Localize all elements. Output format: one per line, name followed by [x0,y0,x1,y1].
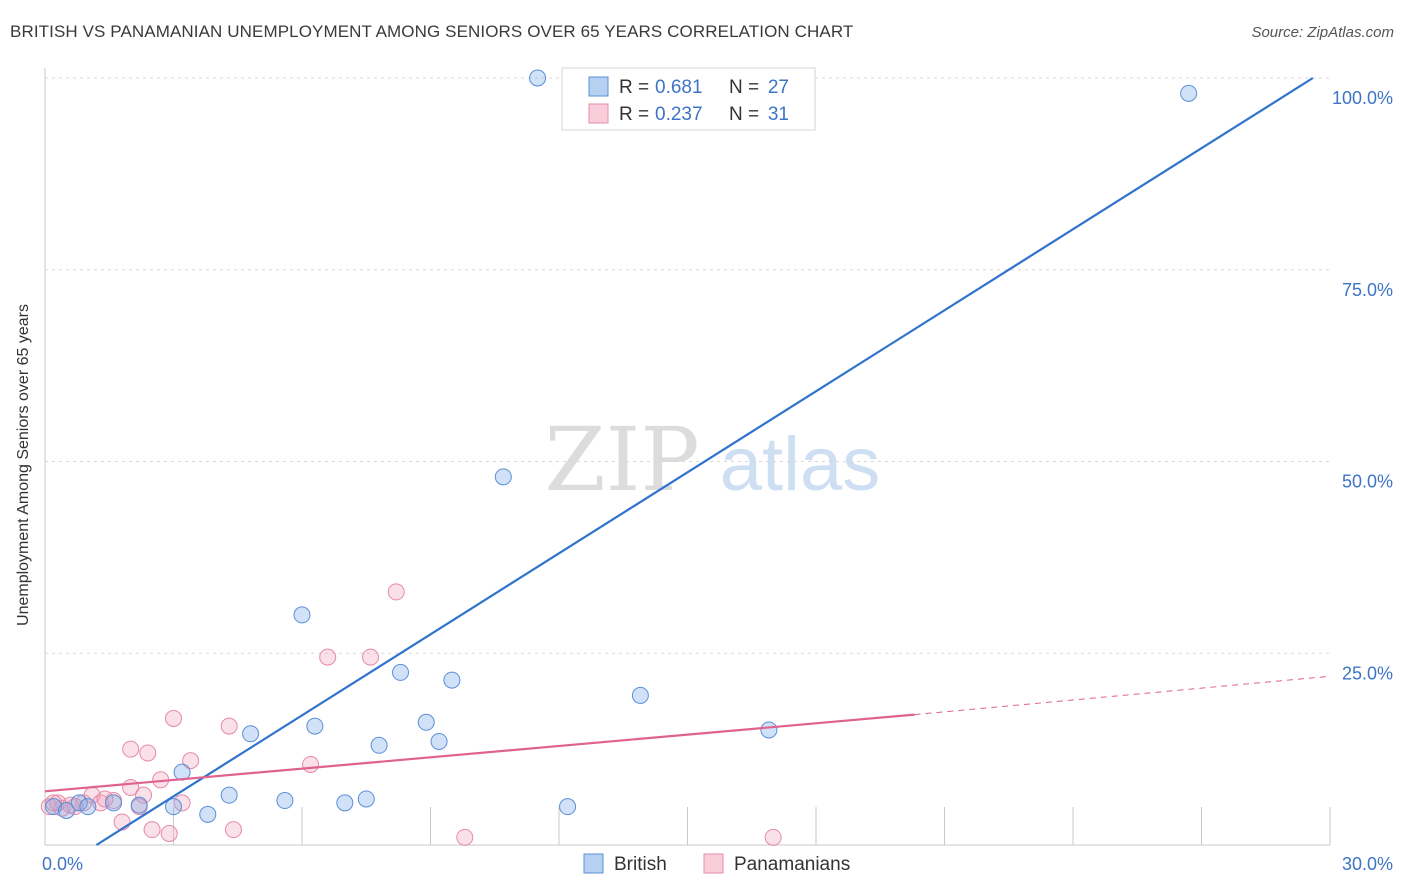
panamanian-trendline-extension [914,675,1331,716]
legend-swatch-british [583,853,604,874]
panamanian-point-22 [319,648,337,666]
british-point-18 [417,713,435,731]
stats-swatch-panamanian [588,103,609,124]
british-point-5 [130,796,148,814]
british-point-17 [392,663,410,681]
british-point-6 [165,798,182,816]
legend-label-panamanians: Panamanians [734,854,850,875]
british-point-9 [220,786,238,804]
british-point-2 [70,794,88,812]
panamanian-point-24 [387,583,405,601]
british-point-14 [336,794,354,812]
british-point-26 [1180,84,1198,102]
panamanian-point-17 [173,794,191,812]
british-point-20 [443,671,461,689]
stats-n-label-panamanian: N = [729,104,759,125]
y-tick-label-100: 100.0% [1332,88,1393,108]
stats-r-value-panamanian: 0.237 [655,104,703,125]
panamanian-point-25 [456,828,474,846]
british-point-12 [293,606,311,624]
british-point-0 [45,798,63,816]
chart-title: BRITISH VS PANAMANIAN UNEMPLOYMENT AMONG… [10,22,854,41]
panamanian-point-9 [122,740,140,758]
y-tick-label-25: 25.0% [1342,663,1393,683]
panamanian-point-20 [224,821,242,839]
y-tick-label-75: 75.0% [1342,280,1393,300]
panamanian-point-15 [160,824,178,842]
british-point-16 [370,736,388,754]
stats-r-value-british: 0.681 [655,77,703,98]
british-trendline [95,77,1314,846]
british-point-13 [306,717,324,735]
watermark-atlas: atlas [720,422,881,507]
panamanian-point-19 [220,717,238,735]
panamanian-trendline [44,713,915,793]
british-point-3 [79,798,97,816]
panamanian-point-13 [143,821,161,839]
british-point-4 [105,794,123,812]
british-point-25 [760,721,778,739]
british-point-23 [559,798,577,816]
panamanian-point-18 [182,752,200,770]
legend-swatch-panamanians [703,853,724,874]
stats-n-value-panamanian: 31 [768,104,789,125]
stats-r-label-british: R = [619,77,649,98]
british-point-11 [276,792,294,810]
watermark-zip: ZIP [544,408,699,511]
stats-r-label-panamanian: R = [619,104,649,125]
panamanian-point-23 [362,648,380,666]
british-point-21 [494,468,512,486]
panamanian-point-29 [96,790,114,808]
stats-n-label-british: N = [729,77,759,98]
british-point-1 [57,801,75,819]
panamanian-point-26 [764,828,782,846]
x-tick-label-max: 30.0% [1342,854,1393,874]
panamanian-point-16 [165,709,182,727]
british-point-8 [199,805,217,823]
x-tick-label-min: 0.0% [42,854,83,874]
british-point-10 [242,725,260,743]
stats-swatch-british [588,76,609,97]
panamanian-point-21 [302,755,320,773]
source-label: Source: ZipAtlas.com [1251,24,1394,41]
british-point-19 [430,732,448,750]
stats-n-value-british: 27 [768,77,789,98]
british-point-15 [357,790,375,808]
british-point-24 [631,686,649,704]
legend-label-british: British [614,854,667,875]
british-point-22 [529,69,547,87]
panamanian-point-12 [139,744,157,762]
panamanian-point-27 [45,794,63,812]
y-tick-label-50: 50.0% [1342,472,1393,492]
